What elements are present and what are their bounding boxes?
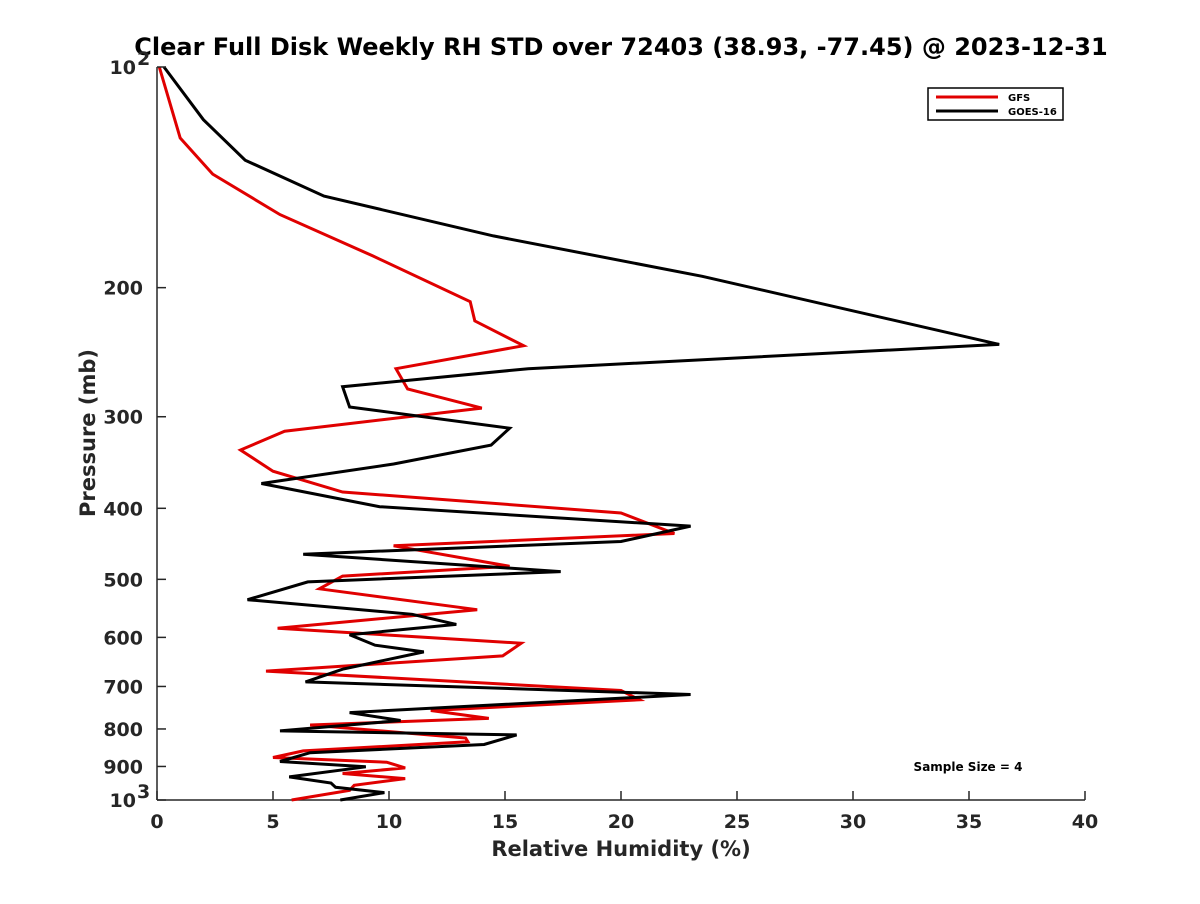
x-tick-label: 10 [376,811,402,833]
legend-label: GOES-16 [1008,107,1057,118]
y-tick-label: 900 [103,756,143,778]
y-tick-exponent: 2 [137,48,150,70]
x-tick-label: 20 [608,811,634,833]
y-tick-label: 700 [103,676,143,698]
x-tick-label: 15 [492,811,518,833]
sample-size-annotation: Sample Size = 4 [914,760,1023,774]
x-axis-ticks: 0 5 10 15 20 25 30 35 40 [150,791,1098,833]
y-tick-label: 500 [103,569,143,591]
y-tick-label: 300 [103,407,143,429]
x-tick-label: 40 [1072,811,1098,833]
x-tick-label: 35 [956,811,982,833]
legend: GFS GOES-16 [927,87,1064,121]
plot-area [156,66,1085,802]
y-tick-exponent: 3 [137,781,150,803]
y-tick-label: 600 [103,627,143,649]
y-tick-label: 10 [110,57,136,79]
y-tick-label: 200 [103,278,143,300]
x-tick-label: 0 [150,811,163,833]
series-line-goes-16 [162,66,1000,802]
x-axis-label: Relative Humidity (%) [491,837,750,861]
y-tick-label: 400 [103,498,143,520]
y-axis-label: Pressure (mb) [76,349,100,517]
y-tick-label: 800 [103,719,143,741]
legend-label: GFS [1008,93,1030,104]
x-tick-label: 30 [840,811,866,833]
x-tick-label: 5 [266,811,279,833]
chart-title: Clear Full Disk Weekly RH STD over 72403… [134,33,1107,61]
legend-box [927,87,1064,121]
y-tick-label: 10 [110,790,136,812]
x-tick-label: 25 [724,811,750,833]
